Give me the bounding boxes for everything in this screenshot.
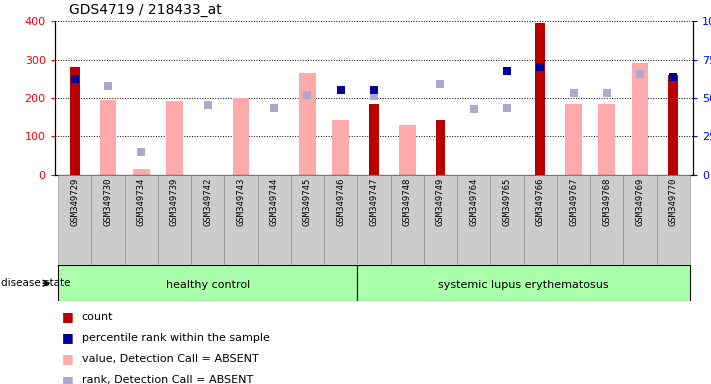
Text: GSM349730: GSM349730 [104, 177, 112, 226]
Text: GSM349769: GSM349769 [636, 177, 644, 226]
Bar [657, 175, 690, 265]
Bar [668, 75, 678, 175]
Text: GSM349765: GSM349765 [503, 177, 511, 226]
Bar [91, 175, 124, 265]
Text: GSM349749: GSM349749 [436, 177, 445, 226]
Text: count: count [82, 312, 113, 322]
Bar [333, 120, 349, 175]
Point [335, 87, 346, 93]
Point [368, 87, 380, 93]
Text: GSM349767: GSM349767 [569, 177, 578, 226]
Text: GSM349734: GSM349734 [137, 177, 146, 226]
Text: GSM349746: GSM349746 [336, 177, 346, 226]
Text: percentile rank within the sample: percentile rank within the sample [82, 333, 269, 343]
Bar [369, 104, 379, 175]
Text: GSM349768: GSM349768 [602, 177, 611, 226]
Bar [58, 175, 91, 265]
Text: GSM349748: GSM349748 [402, 177, 412, 226]
Bar [124, 175, 158, 265]
Bar [166, 101, 183, 175]
Point [102, 83, 114, 89]
Bar [390, 175, 424, 265]
Text: GSM349745: GSM349745 [303, 177, 312, 226]
Text: GSM349744: GSM349744 [269, 177, 279, 226]
Point [435, 81, 447, 87]
Text: ■: ■ [62, 374, 74, 384]
Bar [557, 175, 590, 265]
Bar [424, 175, 457, 265]
Bar [399, 125, 415, 175]
Bar [158, 175, 191, 265]
Text: GDS4719 / 218433_at: GDS4719 / 218433_at [69, 3, 222, 17]
Point [601, 90, 612, 96]
Bar [225, 175, 257, 265]
Text: ■: ■ [62, 331, 74, 344]
Bar [70, 67, 80, 175]
Bar [631, 63, 648, 175]
Bar [232, 98, 250, 175]
Bar [299, 73, 316, 175]
Text: GSM349739: GSM349739 [170, 177, 179, 226]
Bar [491, 175, 523, 265]
Point [301, 92, 313, 98]
Bar [523, 175, 557, 265]
Text: ■: ■ [62, 310, 74, 323]
Point [634, 71, 646, 77]
Text: GSM349770: GSM349770 [669, 177, 678, 226]
Bar [191, 175, 225, 265]
Bar [599, 104, 615, 175]
Text: systemic lupus erythematosus: systemic lupus erythematosus [438, 280, 609, 290]
Bar [291, 175, 324, 265]
Point [501, 104, 513, 111]
Point [69, 76, 80, 83]
Bar [358, 175, 390, 265]
Bar [324, 175, 358, 265]
Bar [624, 175, 657, 265]
Point [202, 102, 213, 108]
Text: GSM349743: GSM349743 [237, 177, 245, 226]
Text: value, Detection Call = ABSENT: value, Detection Call = ABSENT [82, 354, 259, 364]
Text: ■: ■ [62, 353, 74, 366]
Point [136, 149, 147, 155]
Bar [436, 120, 446, 175]
Point [468, 106, 479, 113]
Text: GSM349766: GSM349766 [536, 177, 545, 226]
Text: disease state: disease state [1, 278, 70, 288]
Bar [565, 104, 582, 175]
Text: healthy control: healthy control [166, 280, 250, 290]
Text: GSM349742: GSM349742 [203, 177, 212, 226]
Bar [535, 23, 545, 175]
Bar [257, 175, 291, 265]
Bar [133, 169, 149, 175]
Point [568, 90, 579, 96]
Text: GSM349729: GSM349729 [70, 177, 79, 226]
Bar [590, 175, 624, 265]
Text: GSM349747: GSM349747 [370, 177, 378, 226]
Point [501, 68, 513, 74]
Point [368, 93, 380, 99]
Bar [358, 265, 690, 301]
Bar [457, 175, 491, 265]
Text: rank, Detection Call = ABSENT: rank, Detection Call = ABSENT [82, 375, 253, 384]
Text: GSM349764: GSM349764 [469, 177, 479, 226]
Point [668, 74, 679, 80]
Bar [58, 265, 358, 301]
Point [269, 104, 280, 111]
Bar [100, 100, 117, 175]
Point [535, 64, 546, 70]
